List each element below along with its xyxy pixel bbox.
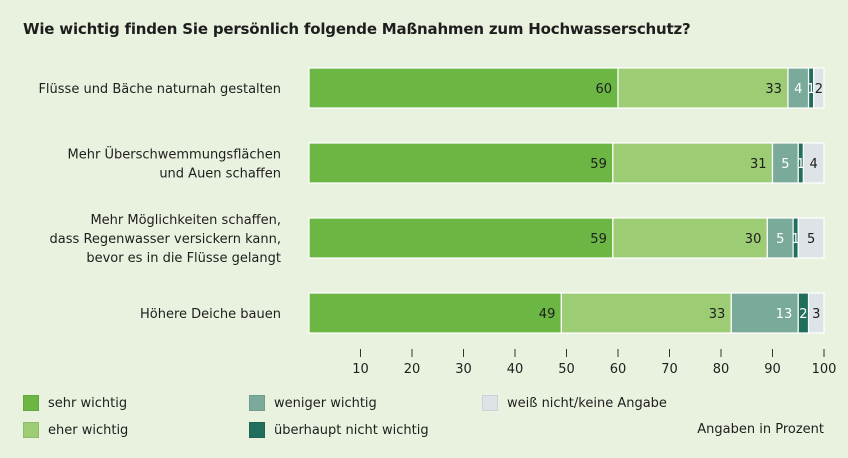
legend-label: weiß nicht/keine Angabe <box>507 395 667 411</box>
bar-segment <box>813 67 825 109</box>
chart-title: Wie wichtig finden Sie persönlich folgen… <box>23 20 691 38</box>
legend-label: weniger wichtig <box>274 395 377 411</box>
data-label: 1 <box>807 82 815 97</box>
bar-segment <box>807 292 825 334</box>
bar-segment <box>308 142 614 184</box>
bar-segment <box>730 292 799 334</box>
data-label: 2 <box>815 82 823 97</box>
bar-segment <box>308 292 562 334</box>
bar-segment <box>617 67 789 109</box>
x-tick-label: 50 <box>558 362 575 377</box>
legend-item-ueberhaupt-nicht-wichtig: überhaupt nicht wichtig <box>249 422 429 438</box>
legend-swatch <box>249 422 265 438</box>
legend-item-weniger-wichtig: weniger wichtig <box>249 395 377 411</box>
data-label: 49 <box>539 307 556 322</box>
x-tick-label: 80 <box>713 362 730 377</box>
legend-swatch <box>249 395 265 411</box>
x-tick-label: 100 <box>812 362 837 377</box>
data-label: 5 <box>781 157 789 172</box>
bar-segment <box>308 217 614 259</box>
data-label: 1 <box>792 232 800 247</box>
legend-item-sehr-wichtig: sehr wichtig <box>23 395 127 411</box>
bar-segment <box>766 217 794 259</box>
bar-segment <box>560 292 732 334</box>
legend-label: überhaupt nicht wichtig <box>274 422 429 438</box>
category-label: Höhere Deiche bauen <box>140 307 281 322</box>
legend-label: sehr wichtig <box>48 395 128 411</box>
x-tick-label: 40 <box>507 362 524 377</box>
data-label: 3 <box>812 307 820 322</box>
x-tick-label: 70 <box>661 362 678 377</box>
bar-segment <box>771 142 799 184</box>
bar-segment <box>308 67 619 109</box>
legend-label: eher wichtig <box>48 422 129 438</box>
category-label: bevor es in die Flüsse gelangt <box>86 251 281 266</box>
data-label: 33 <box>709 307 726 322</box>
x-tick-label: 60 <box>610 362 627 377</box>
bar-segment <box>612 142 774 184</box>
legend-item-eher-wichtig: eher wichtig <box>23 422 128 438</box>
data-label: 30 <box>745 232 762 247</box>
category-label: dass Regenwasser versickern kann, <box>50 232 281 247</box>
data-label: 59 <box>590 232 607 247</box>
category-label: Mehr Möglichkeiten schaffen, <box>90 213 281 228</box>
category-label: Flüsse und Bäche naturnah gestalten <box>38 82 281 97</box>
data-label: 1 <box>797 157 805 172</box>
data-label: 5 <box>807 232 815 247</box>
category-label: und Auen schaffen <box>159 167 281 182</box>
bar-segment <box>802 142 825 184</box>
bar-segment <box>797 217 825 259</box>
legend-swatch <box>482 395 498 411</box>
data-label: 4 <box>810 157 818 172</box>
x-tick-label: 30 <box>455 362 472 377</box>
x-tick-label: 90 <box>764 362 781 377</box>
data-label: 4 <box>794 82 802 97</box>
legend-swatch <box>23 395 39 411</box>
data-label: 5 <box>776 232 784 247</box>
x-tick-label: 20 <box>404 362 421 377</box>
data-label: 59 <box>590 157 607 172</box>
unit-note: Angaben in Prozent <box>697 422 824 437</box>
x-tick-label: 10 <box>352 362 369 377</box>
bar-segment <box>612 217 768 259</box>
data-label: 33 <box>765 82 782 97</box>
data-label: 60 <box>595 82 612 97</box>
data-label: 13 <box>776 307 793 322</box>
data-label: 31 <box>750 157 767 172</box>
data-label: 2 <box>799 307 807 322</box>
category-label: Mehr Überschwemmungsflächen <box>68 146 281 163</box>
legend-swatch <box>23 422 39 438</box>
legend-item-weiss-nicht: weiß nicht/keine Angabe <box>482 395 667 411</box>
